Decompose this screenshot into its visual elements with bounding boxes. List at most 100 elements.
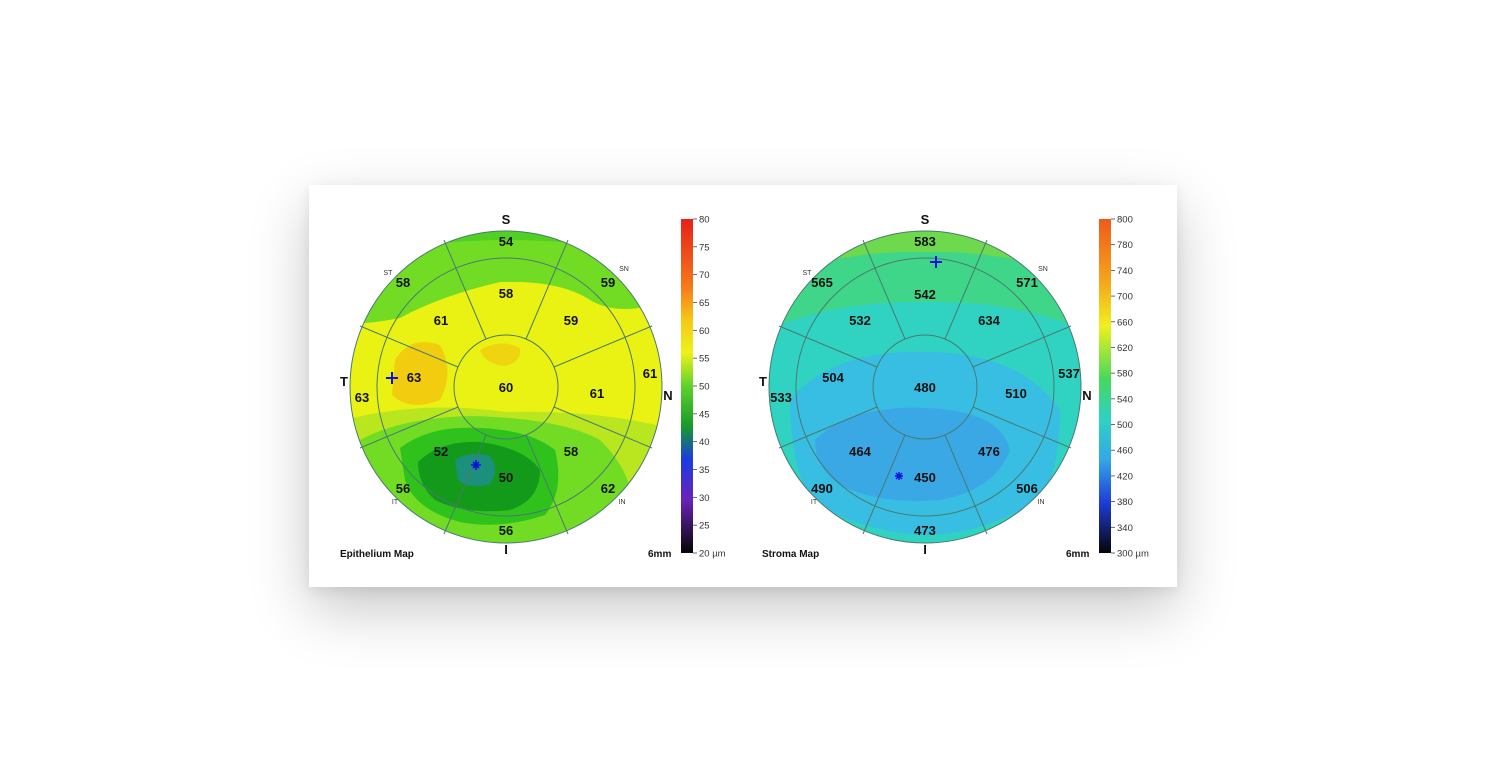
epi-outer-superior-value: 54: [499, 234, 514, 249]
stroma-inner-superior-nasal-value: 634: [978, 313, 1000, 328]
stroma-inner-inferior-temporal-value: 464: [849, 444, 871, 459]
stroma-outer-nasal-value: 537: [1058, 366, 1080, 381]
epi-outer-nasal-value: 61: [643, 366, 657, 381]
scale-tick-label: 75: [699, 242, 710, 253]
stroma-inner-temporal-value: 504: [822, 370, 844, 385]
scale-tick-label: 700: [1117, 292, 1133, 303]
stroma-direction-labels: S I T N ST SN IT IN: [759, 212, 1092, 557]
scale-tick-label: 800: [1117, 215, 1133, 226]
stroma-direction-temporal: T: [759, 374, 767, 389]
scale-tick-label: 40: [699, 437, 710, 448]
scale-tick-label: 660: [1117, 317, 1133, 328]
epi-orange-zone-center: [480, 343, 521, 366]
epi-outer-inferior-nasal-value: 62: [601, 481, 615, 496]
stroma-color-scale: 800 780 740 700 660 620 580 540 500 460 420 380 340 3…: [1099, 215, 1149, 560]
epi-direction-inferior: I: [504, 542, 508, 557]
report-card: 60 58 59 61 58 50 52 63 61 54 59 61 62 5…: [309, 185, 1177, 587]
stroma-inner-superior-temporal-value: 532: [849, 313, 871, 328]
apex-marker-icon: [930, 256, 942, 268]
stroma-outer-superior-temporal-value: 565: [811, 275, 833, 290]
epithelium-values: 60 58 59 61 58 50 52 63 61 54 59 61 62 5…: [355, 234, 657, 538]
stroma-blue-zone: [815, 407, 1010, 501]
epi-direction-superior-temporal: ST: [384, 270, 394, 277]
stroma-inner-inferior-nasal-value: 476: [978, 444, 1000, 459]
epi-inner-nasal-value: 61: [590, 386, 604, 401]
stroma-direction-inferior-temporal: IT: [811, 499, 818, 506]
stroma-inner-nasal-value: 510: [1005, 386, 1027, 401]
scale-tick-label: 620: [1117, 343, 1133, 354]
epi-direction-nasal: N: [663, 388, 672, 403]
stroma-outer-superior-value: 583: [914, 234, 936, 249]
apex-marker-icon: [386, 372, 398, 384]
epi-outer-temporal-value: 63: [355, 390, 369, 405]
scale-tick-label: 50: [699, 382, 710, 393]
epi-teal-zone: [455, 453, 495, 487]
stroma-scale-ticks: 800 780 740 700 660 620 580 540 500 460 420 380 340 3…: [1111, 215, 1149, 560]
stroma-direction-superior-nasal: SN: [1038, 266, 1048, 273]
epithelium-color-scale: 80 75 70 65 60 55 50 45 40 35 30 25 20 µm: [681, 215, 726, 560]
stroma-direction-nasal: N: [1082, 388, 1091, 403]
scale-tick-label: 540: [1117, 394, 1133, 405]
epithelium-direction-labels: S I T N ST SN IT IN: [340, 212, 673, 557]
thinnest-point-marker-icon: [895, 472, 903, 480]
stroma-scale-bar: [1099, 219, 1111, 553]
stroma-direction-superior: S: [921, 212, 930, 227]
stroma-map: 480 542 634 510 476 450 464 504 532 583 …: [759, 212, 1149, 560]
stroma-outer-superior-nasal-value: 571: [1016, 275, 1038, 290]
epithelium-map-size: 6mm: [648, 549, 671, 560]
epi-inner-superior-nasal-value: 59: [564, 313, 578, 328]
stroma-inner-superior-value: 542: [914, 287, 936, 302]
stroma-direction-inferior: I: [923, 542, 927, 557]
scale-tick-label: 65: [699, 298, 710, 309]
epi-outer-inferior-value: 56: [499, 523, 513, 538]
stroma-map-title: Stroma Map: [762, 549, 819, 560]
scale-tick-label: 60: [699, 326, 710, 337]
epi-direction-inferior-nasal: IN: [619, 499, 626, 506]
stroma-inner-inferior-value: 450: [914, 470, 936, 485]
scale-tick-label: 420: [1117, 471, 1133, 482]
scale-tick-label: 380: [1117, 497, 1133, 508]
epi-inner-inferior-temporal-value: 52: [434, 444, 448, 459]
epi-inner-superior-temporal-value: 61: [434, 313, 448, 328]
epithelium-markers: [386, 372, 481, 470]
scale-tick-label: 340: [1117, 523, 1133, 534]
scale-tick-label: 500: [1117, 420, 1133, 431]
stroma-direction-superior-temporal: ST: [803, 270, 813, 277]
stroma-map-size: 6mm: [1066, 549, 1089, 560]
epi-orange-zone-temporal: [392, 342, 448, 405]
scale-tick-label: 35: [699, 465, 710, 476]
stroma-outer-inferior-value: 473: [914, 523, 936, 538]
stroma-values: 480 542 634 510 476 450 464 504 532 583 …: [770, 234, 1080, 538]
epithelium-scale-bar: [681, 219, 693, 553]
scale-tick-label: 580: [1117, 369, 1133, 380]
scale-tick-label: 300 µm: [1117, 549, 1149, 560]
epithelium-map-title: Epithelium Map: [340, 549, 414, 560]
epi-direction-superior-nasal: SN: [619, 266, 629, 273]
epi-inner-superior-value: 58: [499, 286, 513, 301]
epithelium-scale-ticks: 80 75 70 65 60 55 50 45 40 35 30 25 20 µm: [693, 215, 726, 560]
epi-outer-superior-temporal-value: 58: [396, 275, 410, 290]
scale-tick-label: 45: [699, 409, 710, 420]
stroma-sector-grid: [768, 230, 1082, 544]
scale-tick-label: 740: [1117, 266, 1133, 277]
epi-direction-inferior-temporal: IT: [392, 499, 399, 506]
epi-inner-temporal-value: 63: [407, 370, 421, 385]
stroma-direction-inferior-nasal: IN: [1038, 499, 1045, 506]
epi-center-value: 60: [499, 380, 513, 395]
thinnest-point-marker-icon: [471, 460, 481, 470]
stroma-markers: [895, 256, 942, 480]
epi-outer-superior-nasal-value: 59: [601, 275, 615, 290]
epithelium-map: 60 58 59 61 58 50 52 63 61 54 59 61 62 5…: [340, 212, 726, 560]
scale-tick-label: 70: [699, 270, 710, 281]
epi-inner-inferior-nasal-value: 58: [564, 444, 578, 459]
epi-direction-superior: S: [502, 212, 511, 227]
scale-tick-label: 30: [699, 493, 710, 504]
scale-tick-label: 780: [1117, 240, 1133, 251]
stroma-heatmap: [769, 231, 1081, 543]
epi-inner-inferior-value: 50: [499, 470, 513, 485]
pachymetry-maps: 60 58 59 61 58 50 52 63 61 54 59 61 62 5…: [340, 212, 1149, 560]
scale-tick-label: 55: [699, 354, 710, 365]
epithelium-sector-grid: [349, 230, 663, 544]
stroma-center-value: 480: [914, 380, 936, 395]
scale-tick-label: 80: [699, 215, 710, 226]
